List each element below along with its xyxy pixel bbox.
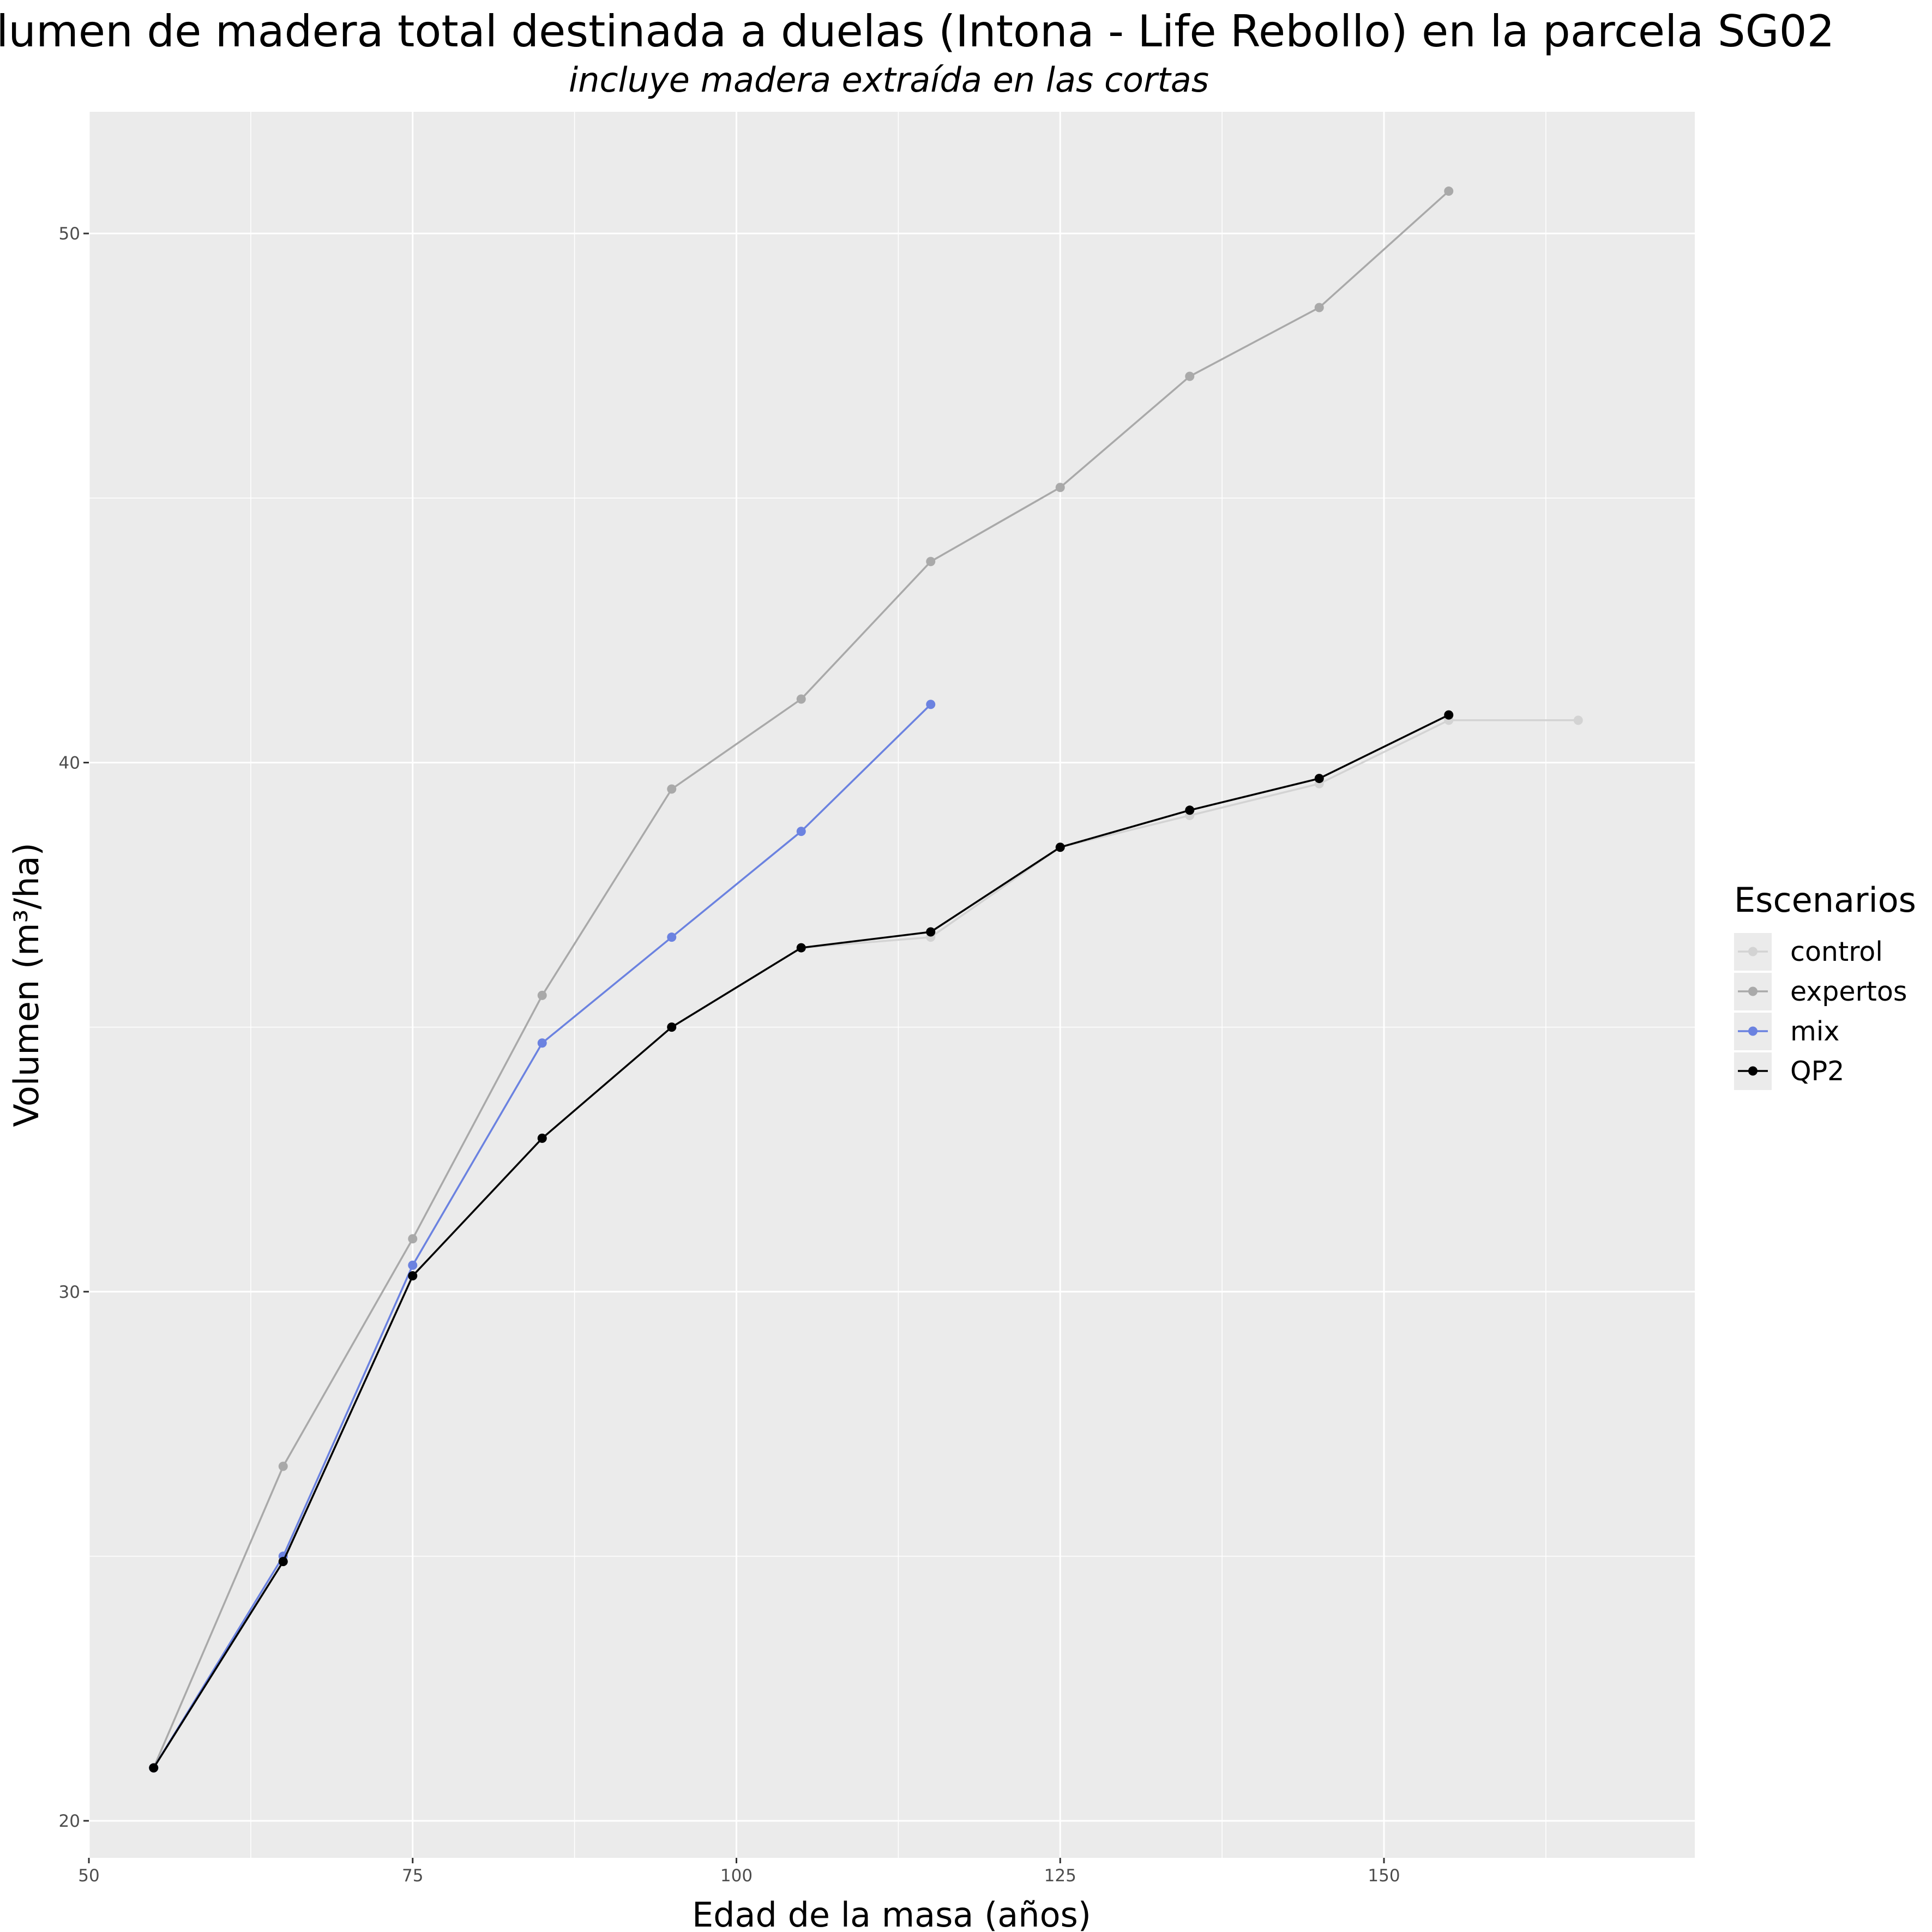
x-axis-title: Edad de la masa (años): [692, 1895, 1091, 1932]
legend-items: control expertos mix QP2: [1734, 933, 1907, 1090]
chart-subtitle: incluye madera extraída en las cortas: [569, 60, 1209, 100]
y-tick-label: 30: [59, 1283, 80, 1302]
data-point-expertos: [926, 557, 935, 566]
data-point-QP2: [926, 927, 935, 936]
data-point-expertos: [1185, 372, 1194, 381]
legend-key-point-mix: [1748, 1027, 1758, 1036]
data-point-QP2: [279, 1557, 288, 1566]
legend-key-point-control: [1748, 947, 1758, 956]
x-tick-label: 100: [720, 1866, 753, 1886]
data-point-QP2: [408, 1271, 417, 1280]
legend-label-control: control: [1790, 936, 1883, 967]
data-point-expertos: [667, 784, 676, 793]
data-point-expertos: [538, 991, 547, 1000]
data-point-mix: [667, 932, 676, 942]
data-point-QP2: [667, 1022, 676, 1032]
x-tick-label: 75: [402, 1866, 423, 1886]
data-point-QP2: [1315, 774, 1324, 783]
data-point-expertos: [1315, 303, 1324, 312]
legend-title: Escenarios: [1734, 880, 1916, 920]
data-point-expertos: [279, 1461, 288, 1471]
x-tick-label: 150: [1368, 1866, 1400, 1886]
data-point-QP2: [538, 1134, 547, 1143]
legend-key-point-expertos: [1748, 987, 1758, 996]
data-point-QP2: [149, 1764, 158, 1773]
data-point-expertos: [1444, 186, 1453, 196]
x-tick-label: 125: [1044, 1866, 1076, 1886]
legend-key-point-QP2: [1748, 1067, 1758, 1076]
data-point-QP2: [797, 943, 806, 953]
data-point-QP2: [1056, 842, 1065, 852]
data-point-expertos: [408, 1234, 417, 1243]
data-point-mix: [926, 700, 935, 709]
legend: Escenarios control expertos mix QP2: [1734, 880, 1916, 1090]
data-point-mix: [538, 1038, 547, 1048]
x-tick-label: 50: [78, 1866, 99, 1886]
data-point-expertos: [1056, 483, 1065, 492]
chart-title: Volumen de madera total destinada a duel…: [0, 6, 1834, 57]
y-tick-label: 50: [59, 224, 80, 244]
y-axis-title: Volumen (m³/ha): [7, 842, 46, 1127]
data-point-mix: [408, 1261, 417, 1270]
data-point-QP2: [1185, 805, 1194, 815]
data-point-QP2: [1444, 711, 1453, 720]
data-point-mix: [797, 827, 806, 836]
legend-label-expertos: expertos: [1790, 976, 1907, 1007]
y-tick-label: 20: [59, 1811, 80, 1831]
legend-label-QP2: QP2: [1790, 1056, 1844, 1087]
plot-panel: [89, 112, 1695, 1858]
data-point-control: [1574, 715, 1583, 725]
legend-label-mix: mix: [1790, 1016, 1839, 1047]
y-tick-label: 40: [59, 753, 80, 773]
data-point-expertos: [797, 695, 806, 704]
